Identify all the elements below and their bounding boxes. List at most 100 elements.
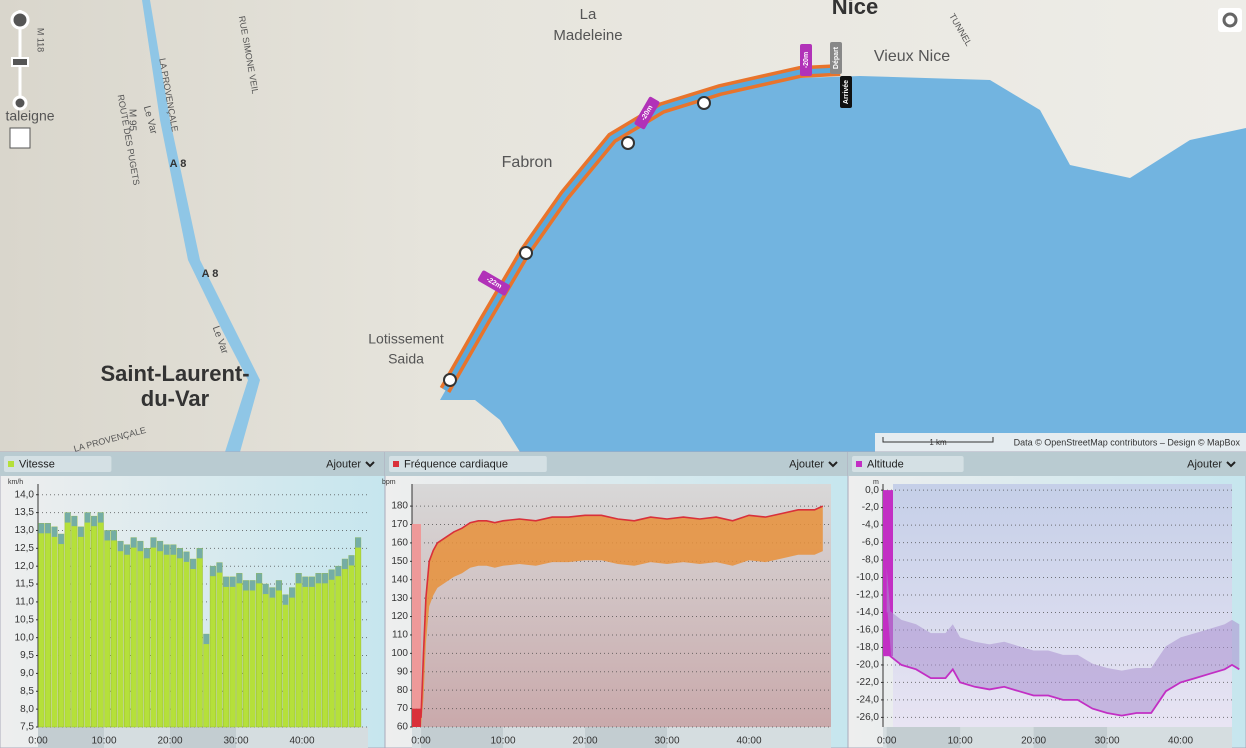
marker-box <box>830 42 842 74</box>
y-tick-label: -24,0 <box>856 695 879 706</box>
bar <box>124 544 131 728</box>
bar-cap <box>243 580 249 591</box>
panel-title: Vitesse <box>19 458 55 470</box>
y-tick-label: 10,0 <box>15 632 35 643</box>
bar-cap <box>269 587 276 598</box>
y-tick-label: -6,0 <box>862 537 880 548</box>
zoom-controls[interactable] <box>9 10 31 149</box>
bar-cap <box>196 548 203 559</box>
bar <box>137 540 144 728</box>
scale-bar <box>882 437 994 443</box>
y-tick-label: -22,0 <box>856 677 879 688</box>
attribution-bar <box>875 433 1246 452</box>
x-tick-label: 10:00 <box>91 736 116 747</box>
y-tick-label: 70 <box>397 703 409 714</box>
y-tick-label: 11,5 <box>15 579 34 590</box>
bar-cap <box>216 562 223 573</box>
bar <box>170 544 177 728</box>
bar <box>262 583 269 728</box>
bar-cap <box>97 512 104 523</box>
route-marker[interactable]: -22m <box>477 270 511 296</box>
add-button[interactable]: Ajouter <box>326 458 361 470</box>
y-tick-label: 140 <box>391 574 408 585</box>
x-tick-label: 0:00 <box>411 736 431 747</box>
y-tick-label: -20,0 <box>856 660 879 671</box>
panel-title-box <box>389 456 547 472</box>
x-tick-label: 30:00 <box>654 736 679 747</box>
bar-cap <box>276 580 282 591</box>
panel-title-box <box>852 456 964 472</box>
y-tick-label: -10,0 <box>856 572 879 583</box>
add-button[interactable]: Ajouter <box>789 458 824 470</box>
bar <box>256 573 263 728</box>
x-band-stripe <box>585 727 668 748</box>
y-tick-label: 13,0 <box>15 525 35 536</box>
y-tick-label: 180 <box>391 501 408 512</box>
bar-cap <box>130 537 137 548</box>
y-tick-label: 9,0 <box>20 668 34 679</box>
bar-cap <box>78 526 84 537</box>
bar-cap <box>328 569 335 580</box>
bar <box>71 515 78 728</box>
bar <box>58 533 65 728</box>
bar-cap <box>124 544 130 555</box>
bar <box>328 569 335 728</box>
x-tick-label: 10:00 <box>491 736 516 747</box>
bar-cap <box>104 530 111 541</box>
map-label: Lotissement <box>368 331 444 347</box>
dropdown-icon <box>828 461 838 468</box>
y-tick-label: -4,0 <box>862 520 880 531</box>
marker-box <box>477 270 511 296</box>
y-tick-label: 8,5 <box>20 686 34 697</box>
route-marker[interactable]: -20m <box>800 44 812 76</box>
y-tick-label: 12,0 <box>15 561 35 572</box>
heart-rate-line <box>420 505 824 718</box>
map-label: A 8 <box>170 158 187 170</box>
y-tick-label: 160 <box>391 538 408 549</box>
bar <box>242 580 249 728</box>
y-tick-label: 120 <box>391 611 408 622</box>
bar <box>302 576 309 728</box>
y-tick-label: 150 <box>391 556 408 567</box>
start-strip <box>883 490 893 657</box>
map-label: Nice <box>832 0 878 19</box>
bar <box>269 587 276 728</box>
bar <box>282 594 289 728</box>
bar-cap <box>289 587 295 598</box>
bar-cap <box>45 523 51 534</box>
bar <box>97 512 104 728</box>
bar-cap <box>322 573 328 584</box>
x-tick-label: 0:00 <box>28 736 48 747</box>
bar <box>275 580 282 728</box>
bar-cap <box>111 530 117 541</box>
route-marker[interactable]: Arrivée <box>840 76 852 108</box>
settings-button[interactable] <box>1218 8 1242 32</box>
x-band-stripe <box>1033 727 1108 748</box>
bar-cap <box>223 576 229 587</box>
km-marker <box>519 246 533 260</box>
x-tick-label: 10:00 <box>948 736 973 747</box>
x-tick-label: 30:00 <box>1095 736 1120 747</box>
x-tick-label: 40:00 <box>289 736 314 747</box>
bar <box>176 548 183 728</box>
marker-label: Arrivée <box>843 80 850 104</box>
bar <box>91 515 98 728</box>
route-marker[interactable]: -20m <box>634 96 660 130</box>
map-label: Madeleine <box>553 27 622 44</box>
bar <box>203 633 210 728</box>
km-marker <box>697 96 711 110</box>
y-tick-label: 130 <box>391 593 408 604</box>
title-swatch <box>8 461 14 467</box>
map-label: Fabron <box>502 154 553 171</box>
bar <box>348 555 355 728</box>
y-tick-label: 8,0 <box>20 704 34 715</box>
marker-label: -20m <box>803 52 810 68</box>
route-marker[interactable]: Départ <box>830 42 842 74</box>
map-label: M 118 <box>36 28 46 52</box>
scale-label: 1 km <box>929 438 947 447</box>
bar <box>209 565 216 728</box>
x-tick-label: 30:00 <box>223 736 248 747</box>
y-tick-label: 9,5 <box>20 650 34 661</box>
add-button[interactable]: Ajouter <box>1187 458 1222 470</box>
